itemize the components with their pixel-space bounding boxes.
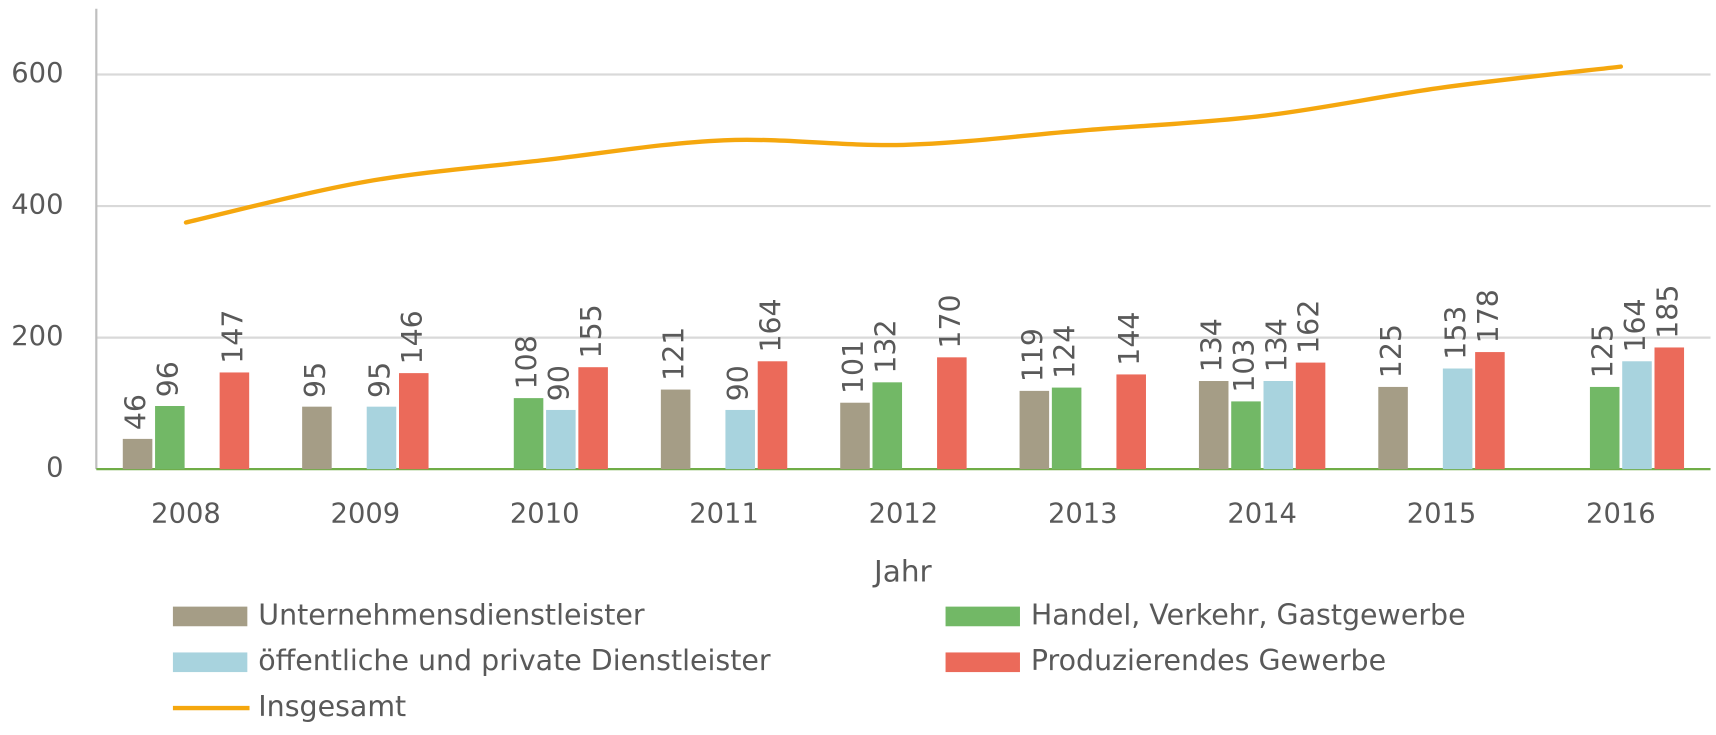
data-label: 147 <box>216 310 249 364</box>
bar <box>122 438 153 470</box>
bar <box>937 357 967 470</box>
data-label: 103 <box>1228 339 1261 393</box>
bar <box>840 402 870 470</box>
legend-label: Insgesamt <box>258 690 406 723</box>
bar <box>1051 387 1082 470</box>
data-label: 134 <box>1196 318 1229 372</box>
bar <box>1589 386 1620 470</box>
data-label: 164 <box>1619 298 1652 352</box>
bar <box>725 409 755 470</box>
legend-swatch <box>172 606 248 627</box>
x-tick-label: 2013 <box>1048 498 1118 529</box>
bar <box>1442 368 1473 470</box>
data-label: 108 <box>511 335 544 389</box>
bar <box>219 372 250 470</box>
bar <box>366 406 397 470</box>
y-tick-label: 200 <box>11 321 63 352</box>
bar <box>757 361 788 470</box>
data-label: 119 <box>1016 328 1049 382</box>
data-label: 162 <box>1293 300 1326 354</box>
data-label: 164 <box>754 298 787 352</box>
bar <box>1654 347 1685 470</box>
y-tick-label: 400 <box>11 190 63 221</box>
bar <box>546 409 576 470</box>
legend-label: Handel, Verkehr, Gastgewerbe <box>1031 598 1466 631</box>
legend-label: öffentliche und private Dienstleister <box>258 644 771 677</box>
bar <box>155 406 185 470</box>
x-tick-label: 2008 <box>151 498 221 529</box>
data-label: 121 <box>658 327 691 381</box>
line <box>183 64 1624 225</box>
x-tick-label: 2010 <box>510 498 580 529</box>
legend-swatch <box>172 652 248 673</box>
data-label: 101 <box>837 340 870 394</box>
data-label: 170 <box>934 294 967 348</box>
y-tick-label: 0 <box>46 453 63 484</box>
y-tick-label: 600 <box>11 58 63 89</box>
x-tick-label: 2014 <box>1227 498 1297 529</box>
data-label: 125 <box>1375 324 1408 378</box>
data-label: 144 <box>1113 312 1146 366</box>
bar <box>398 373 429 470</box>
data-label: 178 <box>1472 289 1505 343</box>
legend-swatch <box>945 652 1020 673</box>
bar <box>660 389 691 470</box>
bar <box>872 382 903 470</box>
data-label: 132 <box>869 319 902 373</box>
bar <box>1116 374 1146 470</box>
data-label: 146 <box>396 310 429 364</box>
bar <box>1378 386 1408 470</box>
bar <box>1198 381 1229 470</box>
bar <box>1622 361 1652 470</box>
x-tick-label: 2011 <box>689 498 759 529</box>
data-label: 124 <box>1049 325 1082 379</box>
bar <box>1295 362 1326 470</box>
x-tick-label: 2015 <box>1407 498 1477 529</box>
bar <box>302 406 332 470</box>
data-label: 95 <box>363 362 396 398</box>
data-label: 155 <box>575 304 608 358</box>
bar <box>1263 381 1294 470</box>
data-label: 96 <box>152 361 185 397</box>
legend-label: Unternehmensdienstleister <box>258 598 645 631</box>
legend-swatch <box>945 606 1020 627</box>
data-label: 90 <box>722 365 755 401</box>
data-label: 185 <box>1651 285 1684 339</box>
legend-label: Produzierendes Gewerbe <box>1031 644 1386 677</box>
bar <box>1475 352 1505 470</box>
data-label: 46 <box>120 394 153 430</box>
bar <box>1231 401 1261 470</box>
x-tick-label: 2009 <box>331 498 401 529</box>
bar <box>578 367 608 470</box>
bar <box>513 398 544 470</box>
data-label: 153 <box>1440 306 1473 360</box>
x-tick-label: 2012 <box>869 498 939 529</box>
x-axis-label: Jahr <box>872 554 933 588</box>
data-label: 95 <box>299 362 332 398</box>
data-label: 90 <box>543 365 576 401</box>
x-tick-label: 2016 <box>1586 498 1656 529</box>
data-label: 134 <box>1260 318 1293 372</box>
bar <box>1019 390 1050 470</box>
data-label: 125 <box>1587 324 1620 378</box>
